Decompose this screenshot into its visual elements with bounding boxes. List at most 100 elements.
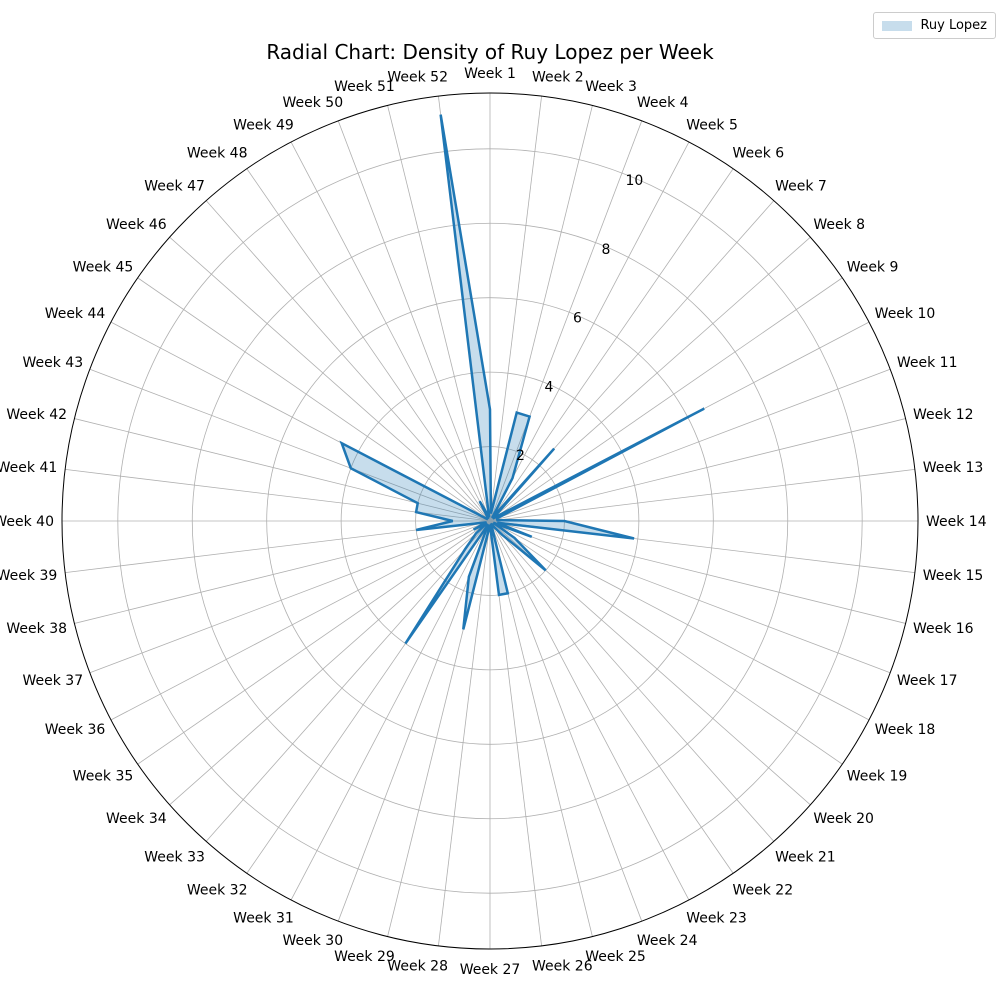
grid-spoke [489, 236, 811, 522]
category-label-week-36: Week 36 [45, 722, 106, 738]
category-label-week-4: Week 4 [637, 95, 689, 111]
category-label-week-42: Week 42 [6, 407, 67, 423]
grid-spoke [169, 236, 491, 522]
category-label-week-14: Week 14 [926, 514, 987, 530]
category-label-week-40: Week 40 [0, 514, 54, 530]
grid-spoke [137, 277, 491, 522]
category-label-week-7: Week 7 [775, 179, 827, 195]
grid-spoke [438, 520, 491, 946]
grid-spoke [290, 141, 491, 522]
grid-spoke [89, 520, 491, 674]
category-label-week-17: Week 17 [897, 673, 958, 689]
legend: Ruy Lopez [873, 12, 996, 39]
category-label-week-38: Week 38 [6, 621, 67, 637]
category-label-week-18: Week 18 [875, 722, 936, 738]
category-label-week-51: Week 51 [334, 79, 395, 95]
grid-spoke [489, 520, 690, 901]
grid-spoke [489, 120, 643, 522]
grid-spoke [337, 520, 491, 922]
category-label-week-11: Week 11 [897, 355, 958, 371]
grid-spoke [74, 520, 491, 624]
category-label-week-3: Week 3 [585, 79, 637, 95]
grid-spoke [246, 168, 491, 522]
category-label-week-13: Week 13 [923, 460, 984, 476]
grid-spoke [137, 520, 491, 765]
category-label-week-50: Week 50 [283, 95, 344, 111]
category-label-week-25: Week 25 [585, 949, 646, 965]
grid-spoke [489, 520, 891, 674]
grid-spoke [489, 520, 870, 721]
category-label-week-32: Week 32 [187, 883, 248, 899]
grid-spoke [337, 120, 491, 522]
data-layer [339, 114, 705, 645]
series-fill-ruy-lopez [341, 114, 705, 644]
grid-spoke [74, 418, 491, 522]
category-label-week-27: Week 27 [460, 962, 521, 978]
r-tick-label: 10 [626, 173, 644, 189]
category-label-week-44: Week 44 [45, 306, 106, 322]
category-label-week-31: Week 31 [233, 911, 294, 927]
grid-spoke [489, 520, 643, 922]
category-label-week-2: Week 2 [532, 69, 584, 85]
grid-spoke [489, 520, 775, 842]
category-label-week-1: Week 1 [464, 66, 516, 82]
category-label-week-26: Week 26 [532, 959, 593, 975]
category-label-week-10: Week 10 [875, 306, 936, 322]
grid-spoke [489, 520, 906, 624]
category-label-week-47: Week 47 [144, 179, 205, 195]
category-label-week-16: Week 16 [913, 621, 974, 637]
r-tick-label: 2 [516, 448, 525, 464]
grid-spoke [489, 96, 542, 522]
r-tick-label: 8 [601, 242, 610, 258]
category-label-week-46: Week 46 [106, 217, 167, 233]
category-label-week-22: Week 22 [732, 883, 793, 899]
category-label-week-28: Week 28 [387, 959, 448, 975]
grid-spoke [169, 520, 491, 806]
category-label-week-29: Week 29 [334, 949, 395, 965]
grid-spoke [205, 520, 491, 842]
category-label-week-9: Week 9 [847, 260, 899, 276]
category-label-week-49: Week 49 [233, 117, 294, 133]
grid-spoke [489, 520, 843, 765]
grid-spoke [489, 141, 690, 522]
legend-swatch [882, 20, 913, 31]
chart-title: Radial Chart: Density of Ruy Lopez per W… [266, 40, 714, 64]
grid-spoke [489, 418, 906, 522]
grid-spoke [489, 168, 734, 522]
category-label-week-12: Week 12 [913, 407, 974, 423]
category-label-week-39: Week 39 [0, 568, 57, 584]
category-label-week-21: Week 21 [775, 849, 836, 865]
grid-spoke [110, 520, 491, 721]
legend-label: Ruy Lopez [920, 18, 987, 33]
category-label-week-41: Week 41 [0, 460, 57, 476]
category-label-week-24: Week 24 [637, 933, 698, 949]
grid-spoke [489, 520, 734, 874]
polar-frame [61, 92, 919, 950]
grid-spoke [489, 277, 843, 522]
category-label-week-20: Week 20 [813, 811, 874, 827]
category-label-week-34: Week 34 [106, 811, 167, 827]
category-label-week-6: Week 6 [732, 145, 784, 161]
category-label-week-8: Week 8 [813, 217, 865, 233]
category-label-week-43: Week 43 [22, 355, 83, 371]
grid-spoke [489, 469, 915, 522]
category-label-week-19: Week 19 [847, 768, 908, 784]
category-label-week-48: Week 48 [187, 145, 248, 161]
r-tick-label: 6 [573, 311, 582, 327]
category-label-week-23: Week 23 [686, 911, 747, 927]
grid-spoke [387, 105, 491, 522]
category-label-week-45: Week 45 [73, 260, 134, 276]
r-tick-label: 4 [545, 379, 554, 395]
category-label-week-37: Week 37 [22, 673, 83, 689]
category-label-week-52: Week 52 [387, 69, 448, 85]
category-label-week-5: Week 5 [686, 117, 738, 133]
grid-spoke [89, 368, 491, 522]
category-label-week-35: Week 35 [73, 768, 134, 784]
grid-spoke [290, 520, 491, 901]
category-label-week-33: Week 33 [144, 849, 205, 865]
grid-spoke [489, 368, 891, 522]
category-label-week-30: Week 30 [283, 933, 344, 949]
category-label-week-15: Week 15 [923, 568, 984, 584]
